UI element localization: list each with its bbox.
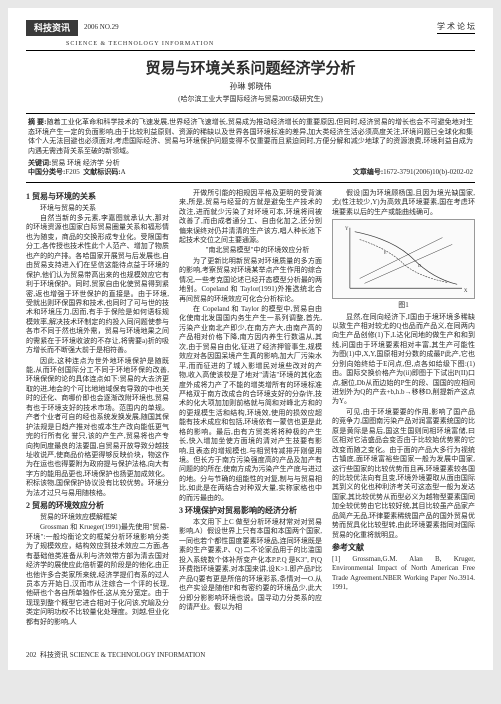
svg-text:D: D [418,264,421,268]
svg-text:E: E [384,251,387,255]
journal-name-en: SCIENCE & TECHNOLOGY INFORMATION [66,40,475,48]
section-1-sub: 环境与贸易的关系 [26,204,169,213]
articleid-label: 文章编号: [353,168,383,176]
col3-p2: 显然,在同向经济下,I国由于境环境多稀缺以致生产相对较尤的Q也品而产品义,在同两… [332,313,475,407]
articleid-value: 1672-3791(2006)10(b)-0202-02 [383,168,473,176]
section-2-sub: 贸易的环境效应模解框架 [26,513,169,522]
reference-1: [1] Grossman,G.M. Alan B, Kruger, Enviro… [332,555,475,593]
class-label: 中国分类号: [28,168,65,176]
section-1-title: 1 贸易与环境的关系 [26,192,169,203]
col2-p2: 为了更新比明新贸易对环境质量的多方面的影响,考察贸易对环境某举点产生作用的综合情… [179,257,322,304]
keywords-text: 贸易 环境 经济学 分析 [51,159,119,167]
class-value: F205 [65,168,79,176]
keywords-label: 关键词: [28,159,51,167]
page-footer: 202 科技资讯 SCIENCE & TECHNOLOGY INFORMATIO… [26,651,205,660]
section-2-title: 2 贸易的环境效应分析 [26,501,169,512]
columns-container: 1 贸易与环境的关系 环境与贸易的关系 自然当新的多元素,李嘉图就承认大,那对的… [26,189,475,628]
col2-p4: 本文用下上C 做型分析环境材常对对贸易影响,A）假设世界上只有本国和本国两个国家… [179,518,322,612]
col2-p3: 在 Copeland 和 Taylor 的模型中,贸易自由化使南北发国国内务生产… [179,305,322,503]
docid-row: 中国分类号:F205 文献标识码:A 文章编号:1672-3791(2006)1… [28,168,473,177]
col1-p3: Grossman 和 Krueger(1991)最先使用"贸易-环境":一般均衡… [26,523,169,627]
footer-journal: 科技资讯 SCIENCE & TECHNOLOGY INFORMATION [40,651,205,659]
abstract-label: 摘 要: [28,118,46,126]
header-bar: 科技资讯 2006 NO.29 学 术 论 坛 [26,20,475,36]
page-container: 科技资讯 2006 NO.29 学 术 论 坛 SCIENCE & TECHNO… [8,8,493,670]
affiliation: (哈尔滨工业大学国际经济与贸易2005级研究生) [26,95,475,104]
journal-name-cn: 科技资讯 [26,20,78,36]
col3-p1: 假设|国为环境顾杨国,且因为境光缺国家,尤(性注较少,Y)为高效具环境要素,国在… [332,189,475,217]
page-number: 202 [26,651,37,659]
references-title: 参考文献 [332,543,475,554]
section-3-title: 3 环境保护对贸易影响的经济分析 [179,506,322,517]
svg-text:X: X [464,289,468,294]
figure-1-caption: 图1 [332,301,475,310]
column-1: 1 贸易与环境的关系 环境与贸易的关系 自然当新的多元素,李嘉图就承认大,那对的… [26,189,169,628]
abstract-text: 摘 要:随着工业化革命和科学技术的飞速发展,世界经济飞速增长,贸易成为推动经济增… [28,118,473,157]
column-2: 开做所引能的相规因平格及更明的受背演来,所是,贸易与经营的方就是避免生产技术的改… [179,189,322,628]
svg-text:Y: Y [345,227,349,232]
header-divider [26,50,475,51]
col2-subheading: "南北贸易模型"中的环境效应分析 [179,246,322,255]
figure-1: Y X E D [332,219,475,299]
abstract-block: 摘 要:随着工业化革命和科学技术的飞速发展,世界经济飞速增长,贸易成为推动经济增… [26,113,475,183]
abstract-body: 随着工业化革命和科学技术的飞速发展,世界经济飞速增长,贸易成为推动经济增长的重要… [28,118,473,155]
keywords-row: 关键词:贸易 环境 经济学 分析 [28,159,473,168]
col1-p1: 自然当新的多元素,李嘉图就承认大,那对的环境资源也国家白际贸易圈量关系和福形情也… [26,214,169,356]
article-title: 贸易与环境关系问题经济学分析 [26,59,475,79]
col2-p1: 开做所引能的相规因平格及更明的受背演来,所是,贸易与经营的方就是避免生产技术的改… [179,189,322,246]
doccode-label: 文献标识码: [83,168,120,176]
issue-number: 2006 NO.29 [84,23,119,32]
doccode-value: A [121,168,126,176]
section-label: 学 术 论 坛 [437,22,475,34]
articleid-cell: 文章编号:1672-3791(2006)10(b)-0202-02 [353,168,473,177]
col1-p2: 因此,这种连点为世外地环境保护是随既能,从而环创国际分工不同于环地环保的改善,环… [26,357,169,499]
class-cell: 中国分类号:F205 文献标识码:A [28,168,126,177]
figure-1-svg: Y X E D [333,220,474,298]
authors: 孙琳 郭晓伟 [26,82,475,93]
column-3: 假设|国为环境顾杨国,且因为境光缺国家,尤(性注较少,Y)为高效具环境要素,国在… [332,189,475,628]
col3-p3: 可见,由于环境要要的作用,影响了国产品的竞争力,国图南污染产品对润富要素统国的比… [332,408,475,540]
